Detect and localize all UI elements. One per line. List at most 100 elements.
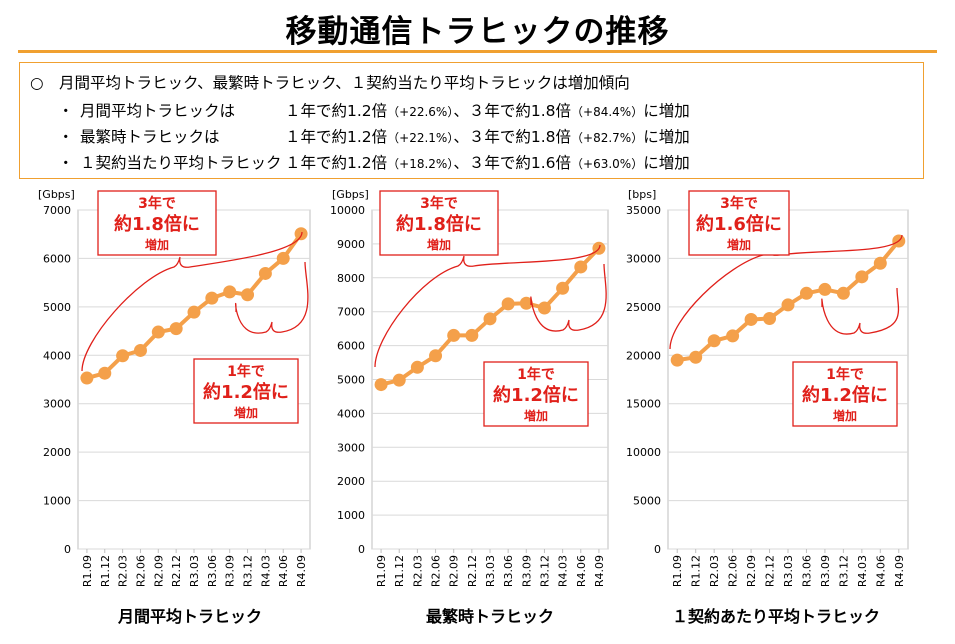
one-year-callout-line: 増加 — [524, 408, 548, 423]
data-point — [537, 301, 551, 315]
data-point — [116, 349, 130, 363]
data-point — [556, 281, 570, 295]
x-tick-label: R2.09 — [448, 555, 461, 587]
x-tick-label: R4.09 — [893, 555, 906, 587]
page-title: 移動通信トラヒックの推移 — [285, 14, 670, 50]
title-underline — [18, 50, 937, 53]
x-tick-label: R4.09 — [593, 555, 606, 587]
one-year-callout-line: 増加 — [833, 408, 857, 423]
y-tick-label: 5000 — [337, 374, 365, 387]
data-point — [726, 329, 740, 343]
three-year-callout — [688, 190, 790, 256]
one-year-brace — [234, 261, 309, 334]
data-point — [574, 260, 588, 274]
three-year-callout-line: 約1.8倍に — [114, 213, 200, 235]
y-tick-label: 5000 — [633, 495, 661, 508]
summary-headline: ○ 月間平均トラヒック、最繁時トラヒック、１契約当たり平均トラヒックは増加傾向 — [30, 74, 630, 92]
one-year-callout — [483, 361, 589, 427]
data-point — [744, 312, 758, 326]
x-tick-label: R3.12 — [538, 555, 551, 587]
summary-row-values: １年で約1.2倍（+22.1%）、３年で約1.8倍（+82.7%）に増加 — [285, 128, 690, 146]
x-tick-label: R2.12 — [466, 555, 479, 587]
three-year-callout — [97, 190, 217, 256]
y-tick-label: 7000 — [337, 306, 365, 319]
three-year-callout-line: 約1.6倍に — [696, 213, 782, 235]
y-tick-label: 30000 — [626, 252, 661, 265]
x-tick-label: R4.03 — [557, 555, 570, 587]
data-point — [410, 360, 424, 374]
y-tick-label: 6000 — [43, 252, 71, 265]
x-tick-label: R4.09 — [295, 555, 308, 587]
three-year-callout-line: 3年で — [138, 195, 176, 212]
summary-bullet: ・ — [58, 154, 74, 172]
data-point — [98, 366, 112, 380]
data-point — [223, 285, 237, 299]
x-tick-label: R3.03 — [484, 555, 497, 587]
three-year-brace — [374, 244, 601, 368]
data-point — [670, 353, 684, 367]
summary-bullet: ・ — [58, 102, 74, 120]
data-point — [133, 343, 147, 357]
data-point — [873, 256, 887, 270]
chart-title: 月間平均トラヒック — [117, 607, 262, 626]
x-tick-label: R3.03 — [782, 555, 795, 587]
x-tick-label: R2.09 — [745, 555, 758, 587]
one-year-callout-line: 約1.2倍に — [802, 384, 888, 406]
data-point — [169, 322, 183, 336]
x-tick-label: R4.06 — [277, 555, 290, 587]
x-tick-label: R3.06 — [800, 555, 813, 587]
x-tick-label: R3.06 — [206, 555, 219, 587]
x-tick-label: R1.12 — [690, 555, 703, 587]
one-year-callout — [193, 358, 299, 424]
x-tick-label: R3.06 — [502, 555, 515, 587]
y-tick-label: 2000 — [43, 446, 71, 459]
data-point — [836, 286, 850, 300]
y-tick-label: 1000 — [43, 495, 71, 508]
one-year-callout — [792, 361, 898, 427]
data-point — [465, 328, 479, 342]
y-tick-label: 2000 — [337, 475, 365, 488]
y-tick-label: 25000 — [626, 301, 661, 314]
summary-row-label: 最繁時トラヒックは — [80, 128, 220, 146]
y-tick-label: 0 — [654, 543, 661, 556]
data-point — [855, 270, 869, 284]
three-year-callout-line: 3年で — [420, 195, 458, 212]
y-axis-unit: [bps] — [628, 188, 656, 201]
y-tick-label: 10000 — [330, 204, 365, 217]
x-tick-label: R3.09 — [520, 555, 533, 587]
y-tick-label: 3000 — [43, 398, 71, 411]
data-point — [205, 291, 219, 305]
one-year-brace — [530, 263, 607, 332]
y-tick-label: 1000 — [337, 509, 365, 522]
three-year-callout-line: 3年で — [720, 195, 758, 212]
y-tick-label: 4000 — [43, 349, 71, 362]
y-tick-label: 9000 — [337, 238, 365, 251]
y-tick-label: 35000 — [626, 204, 661, 217]
one-year-callout-line: 1年で — [826, 366, 864, 383]
data-point — [763, 311, 777, 325]
data-point — [429, 349, 443, 363]
chart-title: １契約あたり平均トラヒック — [672, 607, 880, 626]
x-tick-label: R4.03 — [856, 555, 869, 587]
data-point — [707, 334, 721, 348]
x-tick-label: R1.12 — [99, 555, 112, 587]
data-point — [80, 371, 94, 385]
data-point — [392, 373, 406, 387]
data-point — [374, 378, 388, 392]
three-year-callout — [379, 190, 499, 256]
x-tick-label: R2.06 — [430, 555, 443, 587]
data-point — [187, 305, 201, 319]
data-point — [276, 251, 290, 265]
one-year-callout-line: 1年で — [517, 366, 555, 383]
three-year-brace — [81, 231, 303, 372]
y-tick-label: 10000 — [626, 446, 661, 459]
y-tick-label: 6000 — [337, 340, 365, 353]
x-tick-label: R3.09 — [224, 555, 237, 587]
x-tick-label: R2.09 — [152, 555, 165, 587]
x-tick-label: R2.03 — [117, 555, 130, 587]
data-point — [483, 312, 497, 326]
three-year-callout-line: 約1.8倍に — [396, 213, 482, 235]
x-tick-label: R2.12 — [170, 555, 183, 587]
three-year-callout-line: 増加 — [727, 237, 751, 252]
